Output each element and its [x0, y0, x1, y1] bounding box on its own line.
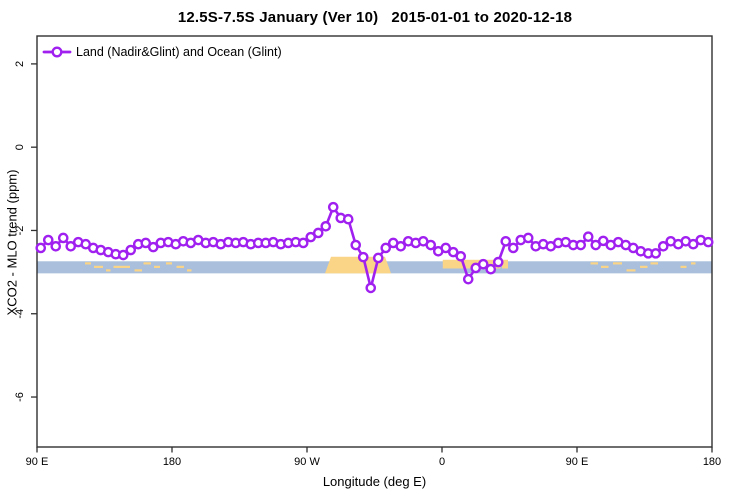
land-speckle [626, 269, 636, 272]
data-point [342, 213, 354, 225]
land-patch [442, 259, 501, 269]
data-point [320, 221, 332, 232]
data-point [147, 241, 159, 253]
data-point [650, 248, 662, 259]
data-point [372, 252, 384, 264]
land-speckle [134, 269, 142, 272]
land-speckle [143, 262, 151, 265]
land-speckle [691, 262, 696, 265]
x-tick-label: 0 [439, 456, 445, 468]
data-point [327, 201, 339, 213]
data-point [57, 232, 69, 244]
data-point [455, 250, 467, 262]
data-point [590, 239, 602, 251]
x-tick-label: 90 E [566, 456, 589, 468]
data-point [687, 238, 699, 250]
data-point [425, 239, 437, 251]
land-speckle [601, 265, 609, 268]
data-point [492, 256, 504, 268]
data-point [42, 234, 54, 246]
land-speckle [613, 262, 622, 265]
data-point [140, 237, 152, 249]
land-speckle [176, 265, 184, 268]
data-point [582, 231, 594, 243]
data-point [440, 242, 452, 254]
data-point [575, 239, 587, 251]
x-tick-label: 180 [163, 456, 181, 468]
y-tick-label: -6 [14, 392, 26, 402]
data-point [50, 240, 62, 252]
data-point [35, 242, 47, 254]
x-tick-label: 90 W [294, 456, 320, 468]
y-tick-label: -2 [14, 226, 26, 236]
data-point [485, 263, 497, 275]
land-speckle [187, 269, 192, 272]
data-point [657, 240, 669, 252]
data-point [125, 244, 137, 256]
y-tick-label: -4 [14, 309, 26, 319]
data-point [477, 258, 489, 270]
data-point [522, 232, 534, 244]
land-speckle [650, 262, 658, 265]
data-point [507, 242, 519, 254]
data-point [500, 235, 512, 247]
data-point [357, 251, 369, 263]
data-point [305, 231, 317, 243]
x-tick-label: 90 E [26, 456, 49, 468]
data-point [380, 242, 392, 254]
data-point [117, 249, 129, 261]
chart-title: 12.5S-7.5S January (Ver 10) 2015-01-01 t… [177, 9, 573, 26]
land-speckle [94, 265, 103, 268]
legend-marker-icon [51, 46, 63, 58]
data-point [395, 240, 407, 252]
data-point [462, 273, 474, 285]
data-point [597, 235, 609, 247]
data-point [297, 237, 309, 249]
data-point [447, 246, 459, 258]
land-speckle [154, 265, 160, 268]
land-speckle [106, 269, 111, 272]
land-speckle [590, 262, 598, 265]
data-point [312, 227, 324, 239]
land-speckle [166, 262, 172, 265]
data-point [365, 282, 377, 294]
data-point [702, 236, 714, 248]
land-patch [502, 259, 508, 269]
land-speckle [85, 262, 91, 265]
y-tick-label: 2 [14, 61, 26, 67]
land-speckle [680, 265, 687, 268]
land-speckle [640, 265, 648, 268]
x-tick-label: 180 [703, 456, 721, 468]
data-point [65, 240, 77, 252]
legend-label: Land (Nadir&Glint) and Ocean (Glint) [76, 45, 282, 59]
land-speckle [113, 265, 130, 268]
x-axis-label: Longitude (deg E) [322, 474, 427, 489]
y-axis-label: XCO2 - MLO trend (ppm) [4, 169, 20, 316]
y-tick-label: 0 [14, 144, 26, 150]
data-point [350, 239, 362, 251]
